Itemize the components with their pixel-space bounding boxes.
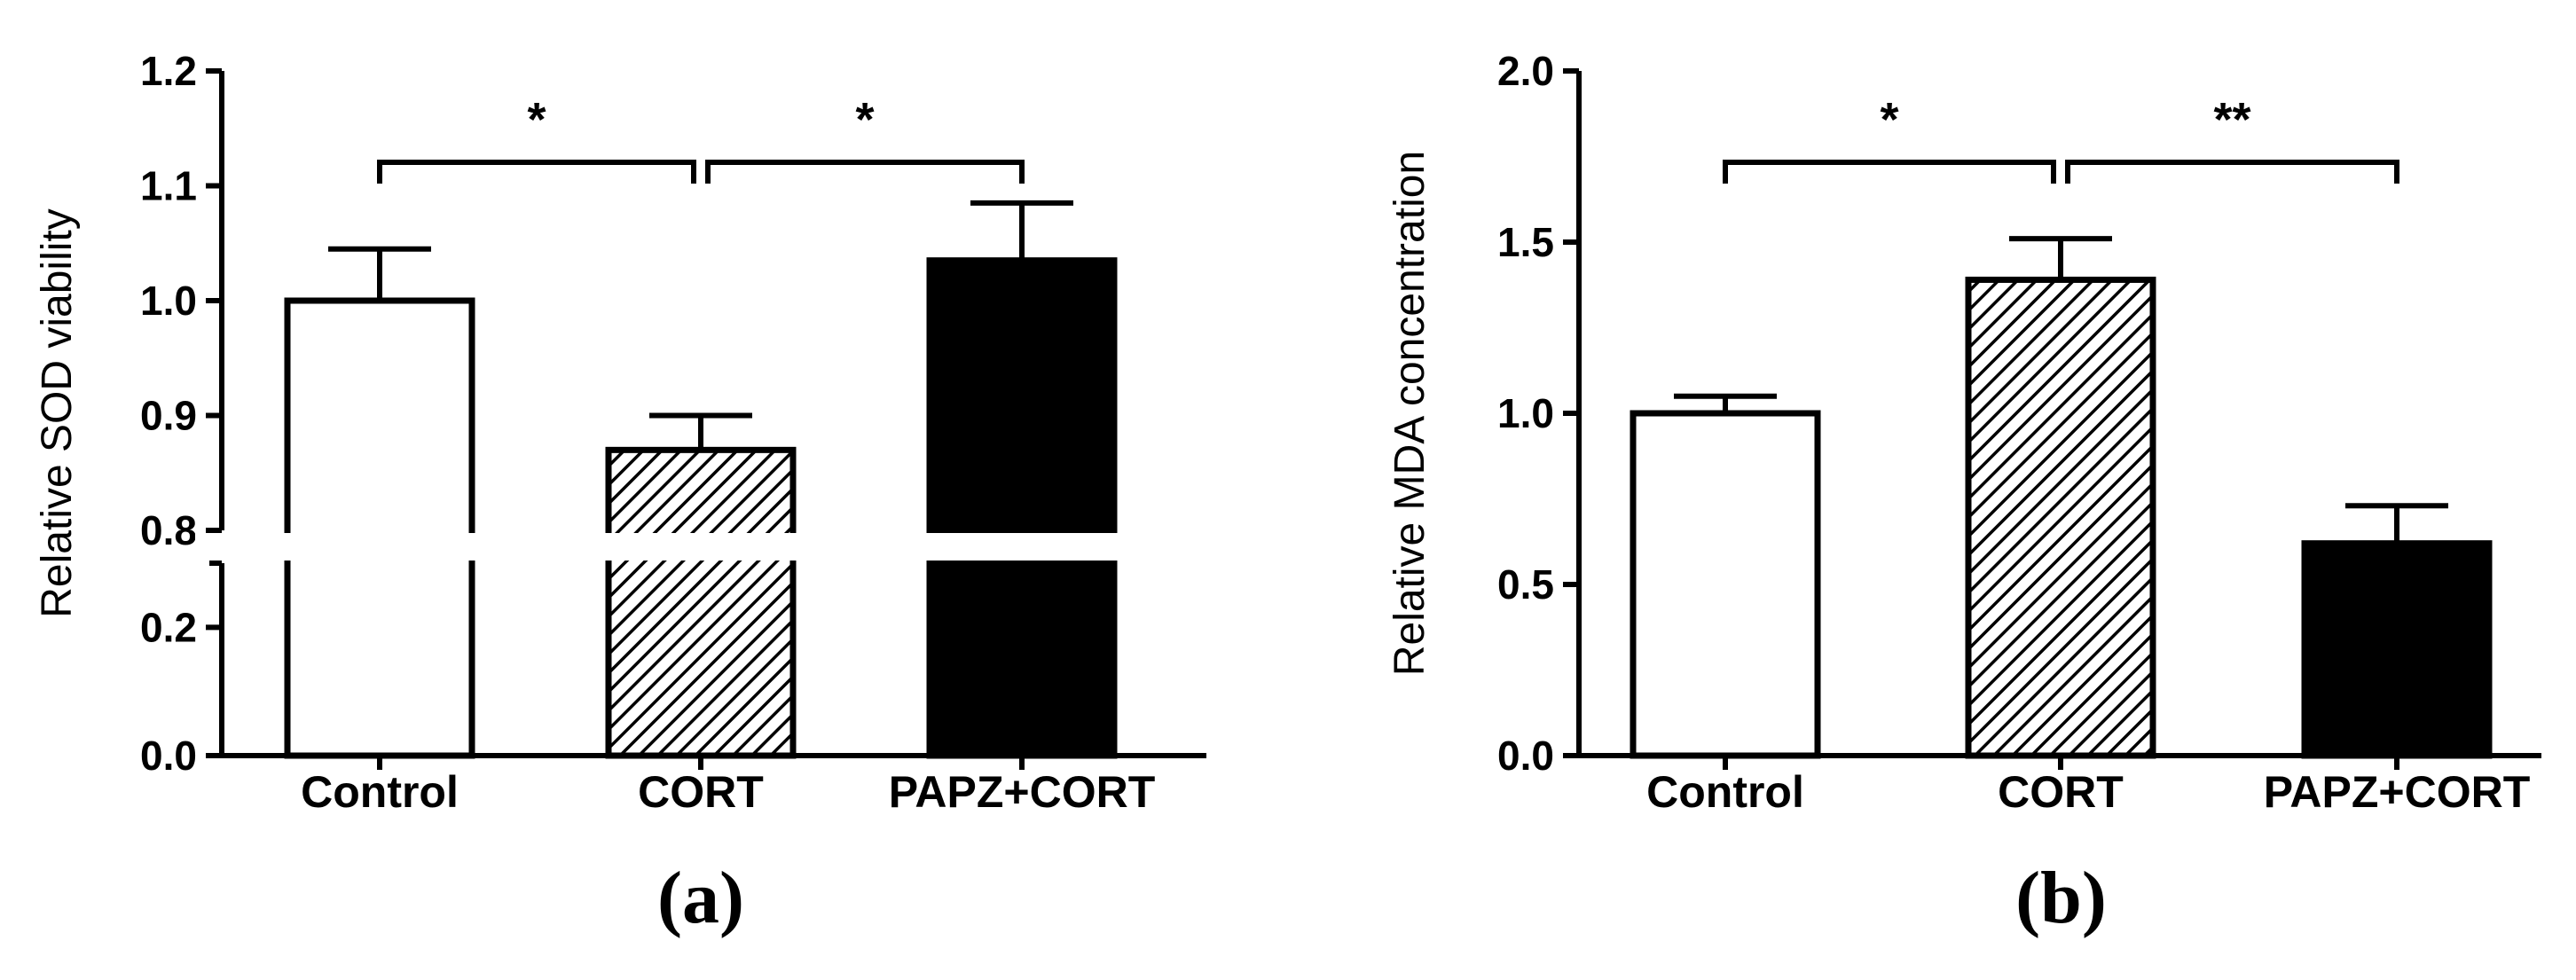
- significance-label: *: [855, 93, 874, 146]
- panel-label: (a): [657, 857, 744, 939]
- significance-label: *: [527, 93, 546, 146]
- bar-1: [609, 450, 793, 756]
- bar-0: [1633, 413, 1818, 756]
- y-tick-label: 0.0: [140, 733, 197, 779]
- category-label: Control: [1646, 767, 1804, 817]
- y-tick-label: 1.0: [1497, 390, 1554, 436]
- y-tick-label: 1.5: [1497, 219, 1554, 265]
- bar-1: [1968, 279, 2153, 756]
- significance-bracket: [1725, 162, 2054, 184]
- panel-label: (b): [2015, 857, 2107, 939]
- significance-bracket: [380, 162, 694, 184]
- y-tick-label: 0.0: [1497, 733, 1554, 779]
- category-label: PAPZ+CORT: [2264, 767, 2531, 817]
- y-tick-label: 1.2: [140, 48, 197, 94]
- y-tick-label: 0.2: [140, 604, 197, 650]
- significance-label: **: [2213, 93, 2250, 146]
- category-label: CORT: [1998, 767, 2124, 817]
- bar-0: [287, 301, 472, 756]
- y-tick-label: 0.9: [140, 393, 197, 439]
- y-axis-title: Relative MDA concentration: [1386, 151, 1433, 676]
- category-label: Control: [301, 767, 459, 817]
- y-tick-label: 1.1: [140, 163, 197, 209]
- category-label: CORT: [638, 767, 764, 817]
- y-axis-title: Relative SOD viability: [34, 208, 81, 617]
- y-tick-label: 0.8: [140, 507, 197, 553]
- bar-2: [2305, 544, 2489, 756]
- significance-bracket: [2068, 162, 2397, 184]
- category-label: PAPZ+CORT: [889, 767, 1156, 817]
- y-tick-label: 0.5: [1497, 561, 1554, 608]
- chart-panel-a: 0.0 0.2 0.8 0.9 1.0 1.1 1.2 Control CORT PAPZ+COR…: [34, 48, 1215, 939]
- bar-2: [930, 261, 1114, 756]
- axis-break-gap: [195, 533, 1215, 561]
- y-tick-label: 1.0: [140, 278, 197, 324]
- significance-bracket: [708, 162, 1022, 184]
- significance-label: *: [1880, 93, 1898, 146]
- y-tick-label: 2.0: [1497, 48, 1554, 94]
